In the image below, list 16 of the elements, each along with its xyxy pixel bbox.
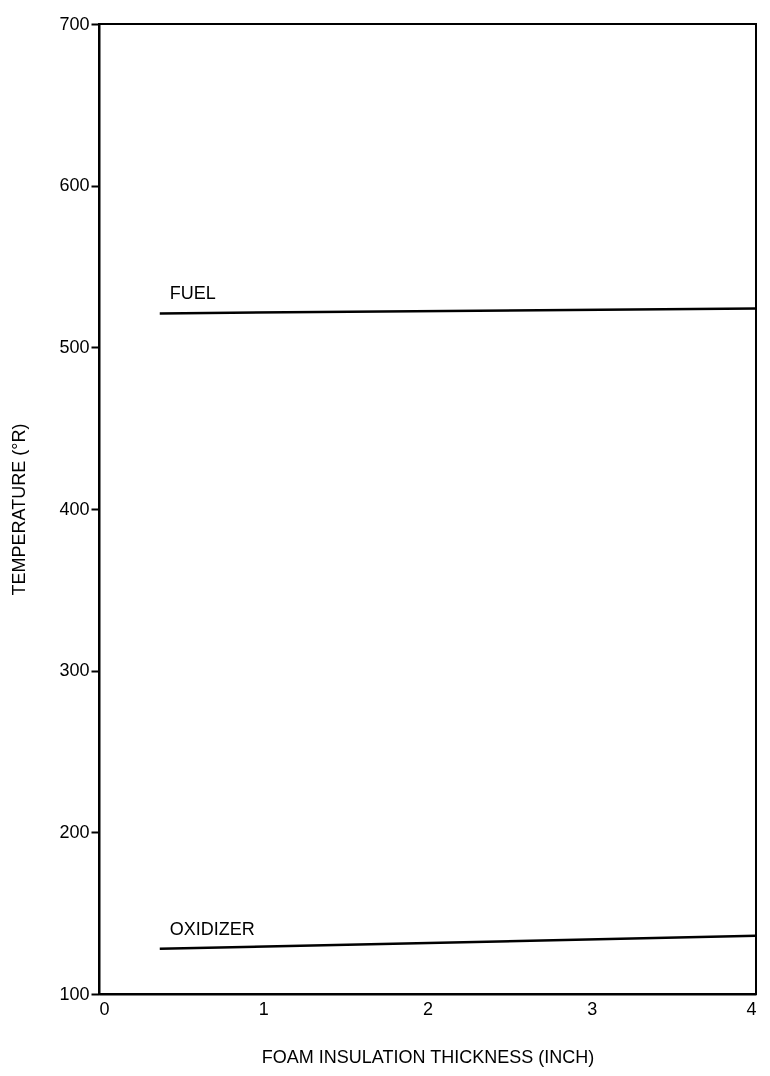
series-label: OXIDIZER bbox=[169, 918, 255, 939]
x-tick-label: 1 bbox=[258, 998, 269, 1019]
y-tick-label: 600 bbox=[59, 175, 90, 196]
y-tick-label: 700 bbox=[59, 13, 90, 34]
x-tick-label: 2 bbox=[422, 998, 434, 1019]
y-axis-title: TEMPERATURE (°R) bbox=[9, 423, 30, 596]
y-tick-label: 400 bbox=[59, 498, 90, 519]
y-tick-label: 300 bbox=[59, 660, 90, 681]
y-tick-label: 200 bbox=[59, 821, 90, 842]
series-label: FUEL bbox=[169, 283, 216, 304]
x-tick-label: 0 bbox=[99, 998, 110, 1019]
y-tick-label: 100 bbox=[59, 983, 90, 1004]
y-tick-label: 500 bbox=[59, 336, 90, 357]
x-tick-label: 3 bbox=[587, 998, 598, 1019]
x-tick-label: 4 bbox=[746, 998, 757, 1019]
x-axis-title: FOAM INSULATION THICKNESS (INCH) bbox=[261, 1046, 595, 1067]
